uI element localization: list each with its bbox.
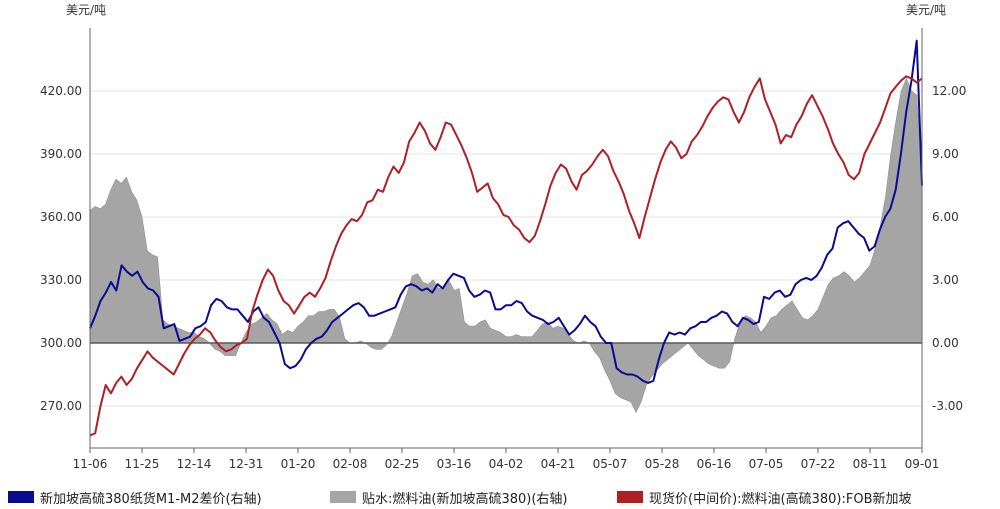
legend-label-discount: 贴水:燃料油(新加坡高硫380)(右轴) (362, 491, 568, 507)
legend-label-spread: 新加坡高硫380纸货M1-M2差价(右轴) (40, 491, 262, 507)
x-tick-label: 04-21 (541, 457, 576, 471)
spot-price-line (89, 75, 923, 437)
x-tick-label: 02-25 (385, 457, 420, 471)
right-axis-ticks: -3.00 0.00 3.00 6.00 9.00 12.00 (932, 84, 966, 413)
x-tick-label: 05-28 (645, 457, 680, 471)
right-tick-label: 9.00 (932, 147, 959, 161)
x-tick-label: 06-16 (697, 457, 732, 471)
x-tick-label: 12-14 (177, 457, 212, 471)
legend-label-spot-price: 现货价(中间价):燃料油(高硫380):FOB新加坡 (649, 491, 912, 507)
legend-item-spread[interactable]: 新加坡高硫380纸货M1-M2差价(右轴) (8, 485, 262, 509)
right-tick-label: 0.00 (932, 336, 959, 350)
legend-swatch-spot-price (617, 491, 643, 503)
legend-item-spot-price[interactable]: 现货价(中间价):燃料油(高硫380):FOB新加坡 (617, 485, 912, 509)
x-axis-ticks: 11-06 11-25 12-14 12-31 01-20 02-08 02-25 03-16… (73, 457, 940, 471)
left-tick-label: 300.00 (40, 336, 82, 350)
legend-swatch-spread (8, 491, 34, 503)
x-tick-label: 11-06 (73, 457, 108, 471)
line-series-layer (89, 39, 923, 437)
discount-area (89, 77, 923, 413)
left-tick-label: 360.00 (40, 210, 82, 224)
area-series-layer (89, 77, 923, 413)
x-tick-label: 12-31 (229, 457, 264, 471)
x-tick-label: 04-02 (489, 457, 524, 471)
x-tick-label: 05-07 (593, 457, 628, 471)
x-tick-label: 02-08 (333, 457, 368, 471)
right-tick-label: 6.00 (932, 210, 959, 224)
legend: 新加坡高硫380纸货M1-M2差价(右轴) 贴水:燃料油(新加坡高硫380)(右… (0, 485, 1000, 509)
left-tick-label: 420.00 (40, 84, 82, 98)
x-tick-label: 09-01 (905, 457, 940, 471)
gridlines (90, 90, 922, 407)
left-tick-label: 390.00 (40, 147, 82, 161)
right-tick-label: -3.00 (932, 399, 963, 413)
x-tick-label: 01-20 (281, 457, 316, 471)
x-tick-label: 07-05 (749, 457, 784, 471)
left-axis-unit: 美元/吨 (66, 3, 106, 17)
left-tick-label: 270.00 (40, 399, 82, 413)
x-tick-label: 07-22 (801, 457, 836, 471)
left-axis-ticks: 270.00 300.00 330.00 360.00 390.00 420.00 (40, 84, 82, 413)
x-tick-label: 08-11 (853, 457, 888, 471)
left-tick-label: 330.00 (40, 273, 82, 287)
legend-swatch-discount (330, 491, 356, 503)
right-tick-label: 3.00 (932, 273, 959, 287)
axes (89, 28, 923, 453)
x-tick-label: 03-16 (437, 457, 472, 471)
legend-item-discount[interactable]: 贴水:燃料油(新加坡高硫380)(右轴) (330, 485, 567, 509)
x-tick-label: 11-25 (125, 457, 160, 471)
right-axis-unit: 美元/吨 (906, 3, 946, 17)
right-tick-label: 12.00 (932, 84, 966, 98)
spread-line (89, 39, 923, 384)
